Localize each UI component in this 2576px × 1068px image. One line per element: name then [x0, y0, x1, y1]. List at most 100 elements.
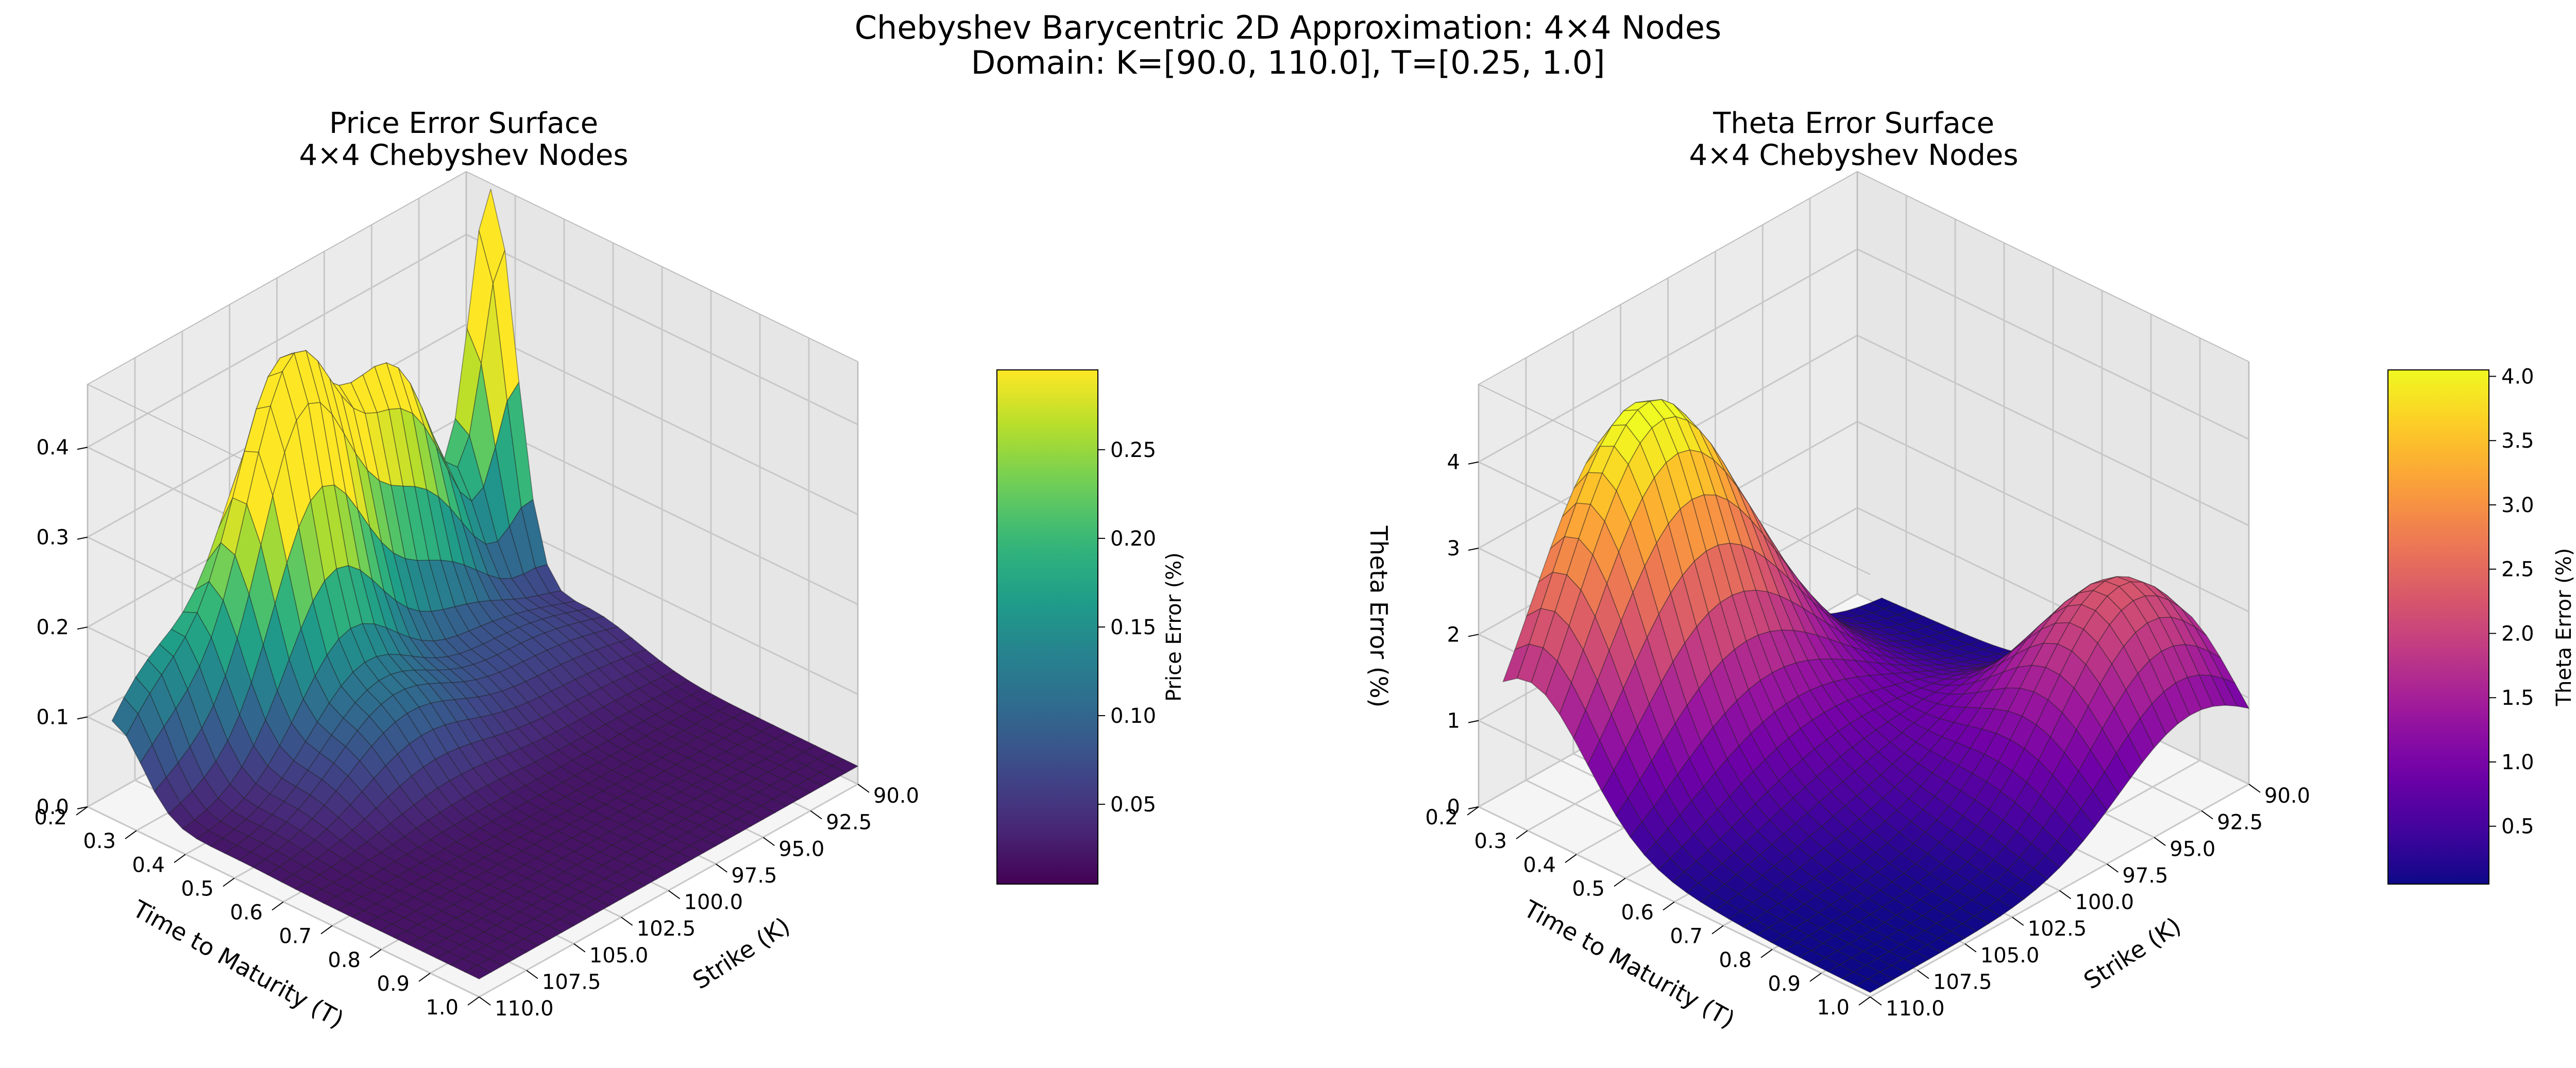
- x-tick-label: 0.8: [1719, 948, 1752, 972]
- y-tick-mark: [1964, 943, 1977, 953]
- y-tick-label: 110.0: [495, 997, 554, 1021]
- y-tick-mark: [810, 810, 822, 820]
- x-tick-label: 0.6: [1621, 901, 1654, 925]
- colorbar-tick-label: 1.5: [2501, 686, 2534, 710]
- z-tick-mark: [1468, 720, 1479, 723]
- z-tick-mark: [1468, 806, 1479, 809]
- y-tick-label: 100.0: [684, 891, 743, 914]
- x-tick-label: 0.7: [1670, 925, 1703, 948]
- y-tick-label: 110.0: [1886, 997, 1945, 1021]
- colorbar-tick-label: 4.0: [2501, 365, 2534, 388]
- y-tick-label: 97.5: [2122, 864, 2168, 888]
- z-tick-mark: [77, 716, 88, 720]
- z-tick-mark: [77, 626, 88, 630]
- x-tick-label: 0.2: [34, 806, 67, 829]
- surface-patch: [464, 964, 492, 980]
- colorbar-tick-label: 2.5: [2501, 558, 2534, 582]
- x-tick-label: 1.0: [426, 996, 459, 1020]
- y-tick-mark: [2248, 784, 2261, 793]
- x-tick-mark: [1809, 973, 1822, 982]
- x-tick-label: 0.7: [279, 925, 312, 948]
- y-tick-label: 92.5: [2217, 811, 2263, 835]
- x-tick-mark: [1565, 854, 1577, 863]
- x-tick-mark: [125, 830, 137, 839]
- surface-patch: [1855, 978, 1883, 993]
- figure-title-line-2: Domain: K=[90.0, 110.0], T=[0.25, 1.0]: [971, 44, 1605, 81]
- x-tick-mark: [418, 973, 431, 982]
- x-tick-label: 0.3: [83, 829, 116, 853]
- z-tick-label: 0: [1447, 795, 1460, 819]
- colorbar-tick-label: 0.5: [2501, 815, 2534, 839]
- y-tick-mark: [1870, 996, 1882, 1006]
- y-axis-label: Strike (K): [2079, 911, 2186, 994]
- colorbar-tick-label: 3.5: [2501, 429, 2534, 453]
- x-tick-mark: [467, 996, 480, 1006]
- y-tick-mark: [2059, 890, 2072, 900]
- y-tick-mark: [668, 890, 681, 900]
- colorbar-tick-label: 0.05: [1110, 793, 1156, 817]
- y-tick-label: 102.5: [637, 917, 696, 941]
- x-tick-mark: [1467, 806, 1479, 816]
- y-tick-mark: [762, 837, 775, 846]
- y-tick-label: 105.0: [589, 944, 649, 968]
- z-tick-label: 2: [1447, 623, 1460, 647]
- colorbar-tick-label: 0.20: [1110, 527, 1156, 551]
- z-tick-label: 0.3: [36, 526, 69, 550]
- x-tick-label: 0.4: [132, 853, 165, 877]
- y-tick-label: 92.5: [826, 811, 872, 835]
- x-tick-label: 0.5: [1572, 877, 1605, 901]
- x-tick-label: 0.2: [1425, 806, 1458, 829]
- x-tick-mark: [1663, 901, 1675, 911]
- colorbar-tick-label: 0.15: [1110, 616, 1156, 639]
- y-tick-mark: [2012, 917, 2024, 926]
- x-tick-mark: [1760, 948, 1773, 958]
- colorbar-tick-label: 2.0: [2501, 622, 2534, 646]
- colorbar-label: Price Error (%): [1162, 552, 1186, 702]
- x-tick-label: 0.9: [1768, 972, 1801, 996]
- z-tick-mark: [1468, 634, 1479, 637]
- y-tick-mark: [2154, 837, 2166, 846]
- z-tick-label: 1: [1447, 709, 1460, 733]
- y-tick-label: 97.5: [731, 864, 777, 888]
- surface-mesh: [111, 189, 859, 980]
- y-tick-mark: [2201, 810, 2213, 820]
- z-tick-label: 0.0: [36, 795, 69, 819]
- colorbar: [2387, 369, 2489, 885]
- z-tick-mark: [1468, 461, 1479, 465]
- y-tick-mark: [857, 784, 870, 793]
- z-tick-mark: [77, 536, 88, 540]
- colorbar-tick-label: 3.0: [2501, 494, 2534, 517]
- y-tick-mark: [2106, 863, 2119, 873]
- y-tick-label: 107.5: [1933, 970, 1992, 994]
- y-tick-mark: [715, 863, 727, 873]
- subplot-title-line-1: Price Error Surface: [329, 107, 598, 140]
- x-tick-label: 0.3: [1474, 829, 1507, 853]
- z-tick-label: 3: [1447, 537, 1460, 561]
- subplot-title-line-2: 4×4 Chebyshev Nodes: [1689, 139, 2018, 172]
- z-tick-mark: [77, 806, 88, 809]
- x-tick-mark: [1516, 830, 1528, 839]
- colorbar-tick-label: 1.0: [2501, 751, 2534, 774]
- x-tick-mark: [76, 806, 88, 816]
- y-tick-label: 102.5: [2028, 917, 2087, 941]
- z-axis-label: Theta Error (%): [1365, 525, 1393, 708]
- x-tick-label: 1.0: [1817, 996, 1850, 1020]
- y-tick-label: 95.0: [778, 837, 824, 861]
- x-tick-mark: [223, 877, 235, 887]
- colorbar-label: Theta Error (%): [2552, 548, 2576, 707]
- y-tick-label: 100.0: [2075, 891, 2134, 914]
- colorbar-tick-label: 0.10: [1110, 704, 1156, 728]
- y-tick-mark: [526, 970, 538, 979]
- y-tick-mark: [1917, 970, 1929, 979]
- x-tick-mark: [272, 901, 284, 911]
- z-tick-label: 0.1: [36, 706, 69, 730]
- x-tick-label: 0.9: [377, 972, 410, 996]
- y-tick-mark: [621, 917, 633, 926]
- subplot-title-line-1: Theta Error Surface: [1713, 107, 1994, 140]
- y-tick-label: 105.0: [1980, 944, 2040, 968]
- y-tick-mark: [573, 943, 586, 953]
- x-tick-mark: [369, 948, 382, 958]
- colorbar: [996, 369, 1098, 885]
